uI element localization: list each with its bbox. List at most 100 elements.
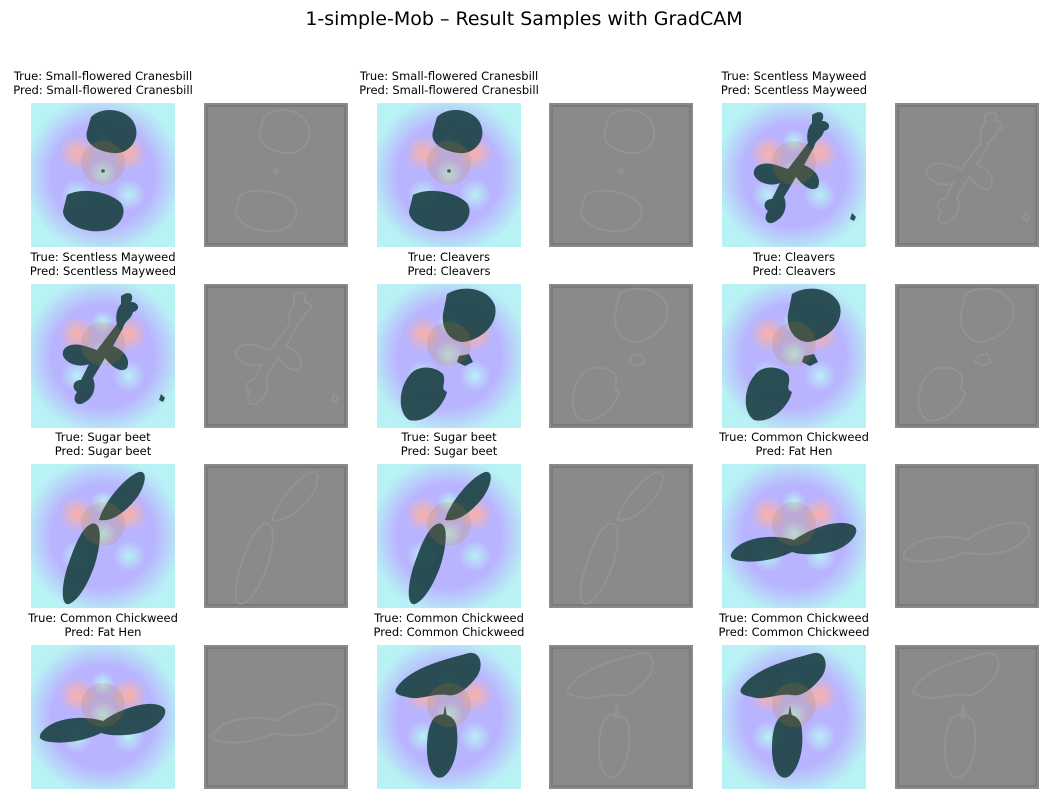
guided-gradient-image	[895, 464, 1039, 608]
pred-label: Pred: Common Chickweed	[674, 625, 914, 639]
true-label-prefix: True:	[55, 430, 88, 444]
sample-caption: True: Scentless Mayweed Pred: Scentless M…	[0, 250, 223, 278]
pred-label-prefix: Pred:	[54, 444, 88, 458]
pred-label: Pred: Cleavers	[674, 264, 914, 278]
gradcam-heatmap-image	[31, 103, 175, 247]
pred-label-prefix: Pred:	[407, 264, 441, 278]
pred-label: Pred: Common Chickweed	[329, 625, 569, 639]
pred-label-prefix: Pred:	[400, 444, 434, 458]
sample-caption: True: Common Chickweed Pred: Common Chick…	[329, 611, 569, 639]
pred-label-value: Cleavers	[785, 264, 836, 278]
true-label-prefix: True:	[401, 430, 434, 444]
pred-label-value: Scentless Mayweed	[63, 264, 177, 278]
sample-caption: True: Common Chickweed Pred: Fat Hen	[0, 611, 223, 639]
pred-label: Pred: Scentless Mayweed	[0, 264, 223, 278]
sample-caption: True: Small-flowered Cranesbill Pred: Sma…	[0, 69, 223, 97]
gradcam-heatmap-image	[722, 464, 866, 608]
gradcam-heatmap-image	[722, 645, 866, 789]
sample-caption: True: Sugar beet Pred: Sugar beet	[329, 430, 569, 458]
pred-label: Pred: Sugar beet	[329, 444, 569, 458]
gradcam-heatmap-image	[377, 464, 521, 608]
sample-caption: True: Cleavers Pred: Cleavers	[674, 250, 914, 278]
pred-label-value: Fat Hen	[788, 444, 833, 458]
true-label-prefix: True:	[408, 250, 440, 264]
true-label-prefix: True:	[13, 69, 46, 83]
guided-gradient-image	[895, 645, 1039, 789]
gradcam-heatmap-image	[31, 284, 175, 428]
pred-label: Pred: Cleavers	[329, 264, 569, 278]
sample-caption: True: Small-flowered Cranesbill Pred: Sma…	[329, 69, 569, 97]
pred-label-value: Fat Hen	[97, 625, 142, 639]
guided-gradient-image	[204, 645, 348, 789]
true-label: True: Common Chickweed	[674, 611, 914, 625]
pred-label-prefix: Pred:	[64, 625, 98, 639]
guided-gradient-image	[549, 103, 693, 247]
true-label: True: Common Chickweed	[0, 611, 223, 625]
gradcam-heatmap-image	[377, 645, 521, 789]
pred-label-prefix: Pred:	[720, 83, 755, 97]
true-label: True: Scentless Mayweed	[674, 69, 914, 83]
sample-caption: True: Common Chickweed Pred: Fat Hen	[674, 430, 914, 458]
pred-label-prefix: Pred:	[755, 444, 789, 458]
true-label-prefix: True:	[359, 69, 392, 83]
guided-gradient-image	[204, 103, 348, 247]
guided-gradient-image	[549, 464, 693, 608]
true-label: True: Scentless Mayweed	[0, 250, 223, 264]
sample-caption: True: Common Chickweed Pred: Common Chick…	[674, 611, 914, 639]
pred-label: Pred: Small-flowered Cranesbill	[329, 83, 569, 97]
true-label: True: Common Chickweed	[329, 611, 569, 625]
true-label: True: Sugar beet	[0, 430, 223, 444]
guided-gradient-image	[549, 284, 693, 428]
true-label: True: Cleavers	[674, 250, 914, 264]
gradcam-heatmap-image	[722, 103, 866, 247]
pred-label-value: Small-flowered Cranesbill	[46, 83, 193, 97]
true-label-value: Small-flowered Cranesbill	[45, 69, 193, 83]
true-label-value: Sugar beet	[433, 430, 497, 444]
true-label-prefix: True:	[721, 69, 754, 83]
true-label: True: Common Chickweed	[674, 430, 914, 444]
guided-gradient-image	[204, 284, 348, 428]
guided-gradient-image	[895, 103, 1039, 247]
pred-label-prefix: Pred:	[752, 264, 786, 278]
true-label-value: Common Chickweed	[751, 611, 869, 625]
true-label-prefix: True:	[719, 611, 752, 625]
figure-title: 1-simple-Mob – Result Samples with GradC…	[305, 8, 743, 30]
true-label: True: Small-flowered Cranesbill	[329, 69, 569, 83]
gradcam-heatmap-image	[722, 284, 866, 428]
true-label-value: Scentless Mayweed	[62, 250, 176, 264]
pred-label-prefix: Pred:	[373, 625, 407, 639]
pred-label-value: Scentless Mayweed	[754, 83, 868, 97]
pred-label: Pred: Sugar beet	[0, 444, 223, 458]
guided-gradient-image	[549, 645, 693, 789]
pred-label: Pred: Small-flowered Cranesbill	[0, 83, 223, 97]
gradcam-heatmap-image	[377, 103, 521, 247]
pred-label: Pred: Fat Hen	[674, 444, 914, 458]
pred-label-prefix: Pred:	[718, 625, 752, 639]
pred-label-value: Small-flowered Cranesbill	[392, 83, 539, 97]
sample-caption: True: Cleavers Pred: Cleavers	[329, 250, 569, 278]
true-label-value: Scentless Mayweed	[753, 69, 867, 83]
pred-label-prefix: Pred:	[29, 264, 64, 278]
true-label-prefix: True:	[28, 611, 61, 625]
true-label-value: Cleavers	[440, 250, 490, 264]
sample-caption: True: Sugar beet Pred: Sugar beet	[0, 430, 223, 458]
true-label: True: Cleavers	[329, 250, 569, 264]
true-label-prefix: True:	[374, 611, 407, 625]
pred-label-prefix: Pred:	[359, 83, 393, 97]
pred-label-value: Sugar beet	[433, 444, 498, 458]
true-label-value: Common Chickweed	[751, 430, 869, 444]
pred-label-value: Cleavers	[440, 264, 491, 278]
guided-gradient-image	[895, 284, 1039, 428]
pred-label: Pred: Scentless Mayweed	[674, 83, 914, 97]
gradcam-heatmap-image	[31, 464, 175, 608]
true-label-prefix: True:	[30, 250, 63, 264]
gradcam-heatmap-image	[31, 645, 175, 789]
sample-caption: True: Scentless Mayweed Pred: Scentless M…	[674, 69, 914, 97]
pred-label-value: Common Chickweed	[751, 625, 870, 639]
true-label-value: Common Chickweed	[60, 611, 178, 625]
true-label-prefix: True:	[719, 430, 752, 444]
true-label-value: Sugar beet	[87, 430, 151, 444]
pred-label-prefix: Pred:	[13, 83, 47, 97]
pred-label: Pred: Fat Hen	[0, 625, 223, 639]
true-label: True: Small-flowered Cranesbill	[0, 69, 223, 83]
